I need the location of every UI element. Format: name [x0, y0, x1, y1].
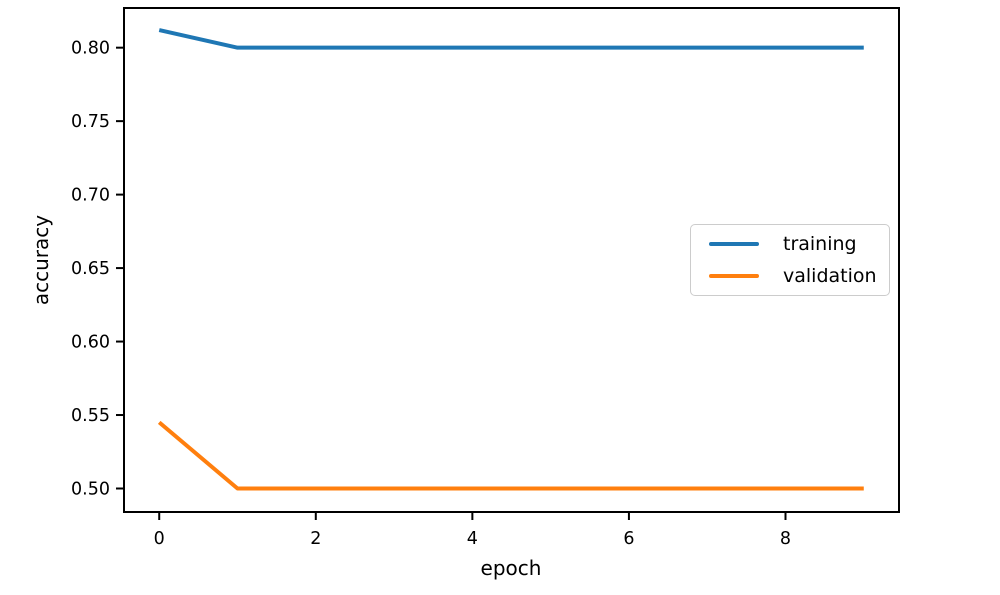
x-tick-label: 6 — [623, 529, 634, 549]
series-line-validation — [157, 420, 864, 491]
legend: training validation — [690, 224, 890, 296]
y-tick-label: 0.55 — [71, 406, 110, 426]
y-tick-label: 0.75 — [71, 112, 110, 132]
x-axis-label: epoch — [480, 556, 542, 580]
x-tick-label: 4 — [467, 529, 478, 549]
y-tick-label: 0.60 — [71, 333, 110, 353]
y-tick-label: 0.65 — [71, 259, 110, 279]
x-tick-label: 0 — [154, 529, 165, 549]
validation-line-swatch — [709, 274, 759, 278]
legend-item-training: training — [701, 229, 879, 259]
legend-label-validation: validation — [783, 265, 877, 287]
legend-item-validation: validation — [701, 261, 879, 291]
legend-label-training: training — [783, 233, 857, 255]
axes-frame — [123, 7, 900, 513]
series-line-training — [158, 28, 864, 50]
y-tick-label: 0.70 — [71, 186, 110, 206]
y-tick-label: 0.80 — [71, 39, 110, 59]
x-tick-label: 8 — [780, 529, 791, 549]
y-axis-label: accuracy — [29, 214, 53, 306]
training-line-swatch — [709, 242, 759, 246]
y-tick-label: 0.50 — [71, 479, 110, 499]
x-tick-label: 2 — [310, 529, 321, 549]
